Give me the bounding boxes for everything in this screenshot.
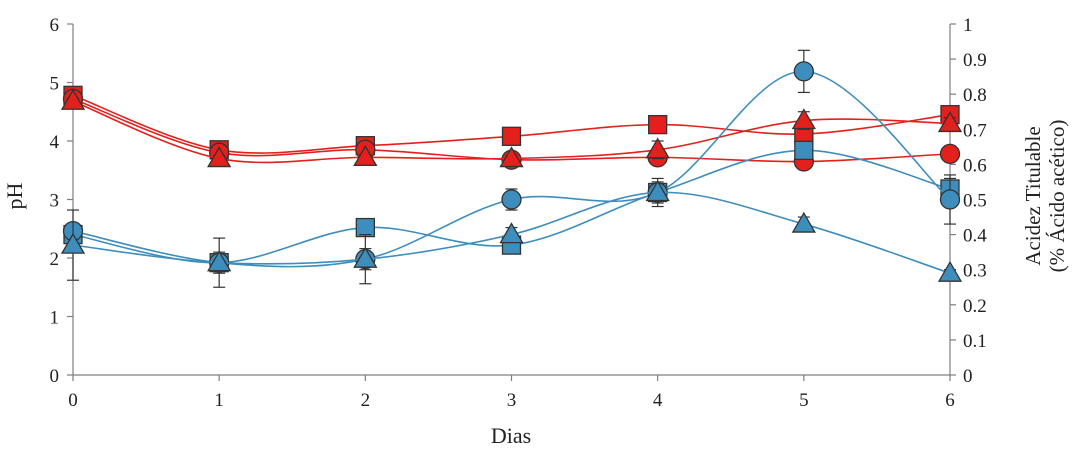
y-tick-label: 4: [50, 132, 60, 153]
data-point: [499, 222, 524, 244]
data-point: [939, 143, 961, 165]
y-tick-label: 1: [50, 308, 60, 329]
data-point: [353, 246, 378, 268]
y2-tick-label: 0.4: [963, 226, 987, 247]
x-axis-label: Dias: [491, 423, 531, 448]
x-tick-label: 5: [799, 390, 809, 411]
data-point: [207, 250, 232, 272]
y2-tick-label: 0.1: [963, 331, 987, 352]
series-acidity-triangle: [60, 180, 963, 288]
data-point: [60, 232, 86, 254]
y2-tick-label: 0.2: [963, 296, 987, 317]
data-point: [353, 145, 378, 167]
data-point: [501, 126, 522, 146]
y2-axis-label-line-1: Acidez Titulable: [1021, 126, 1045, 265]
x-tick-label: 2: [361, 390, 371, 411]
y-tick-label: 6: [50, 15, 60, 36]
data-point: [645, 137, 670, 159]
y2-tick-label: 0.9: [963, 50, 987, 71]
data-point: [501, 189, 522, 210]
y2-tick-label: 0.7: [963, 120, 987, 141]
y2-tick-label: 0.5: [963, 191, 987, 212]
data-point: [791, 211, 816, 233]
data-point: [207, 146, 232, 168]
y2-tick-label: 0.6: [963, 155, 987, 176]
data-point: [794, 140, 814, 161]
data-point: [793, 61, 814, 82]
series-pH-triangle: [60, 88, 963, 168]
data-point: [791, 108, 816, 130]
y-tick-label: 5: [50, 74, 60, 95]
data-point: [499, 146, 524, 168]
data-point: [60, 88, 86, 110]
data-point: [937, 111, 963, 133]
y2-tick-label: 1: [963, 15, 973, 36]
y-axis-label: pH: [2, 182, 27, 209]
data-point: [355, 217, 375, 238]
y2-axis-label: Acidez Titulable (% Ácido acético): [1021, 120, 1069, 273]
x-tick-label: 0: [68, 390, 78, 411]
y2-tick-label: 0.3: [963, 261, 987, 282]
data-point: [645, 180, 670, 202]
data-point: [939, 189, 961, 210]
x-tick-label: 6: [945, 390, 955, 411]
y-tick-label: 3: [50, 191, 60, 212]
y2-tick-label: 0.8: [963, 85, 987, 106]
x-tick-label: 3: [507, 390, 517, 411]
axes: 0 1 2 3 4 5 6012345600.10.20.30.40.50.60.70.80…: [50, 15, 988, 411]
data-point: [937, 260, 963, 282]
x-tick-label: 1: [214, 390, 224, 411]
series-layer: [60, 49, 963, 288]
y2-tick-label: 0: [963, 366, 973, 387]
y-tick-label: 2: [50, 249, 60, 270]
data-point: [648, 114, 668, 135]
x-tick-label: 4: [653, 390, 663, 411]
y2-axis-label-line-2: (% Ácido acético): [1045, 120, 1069, 273]
y-tick-label: 0: [50, 366, 60, 387]
